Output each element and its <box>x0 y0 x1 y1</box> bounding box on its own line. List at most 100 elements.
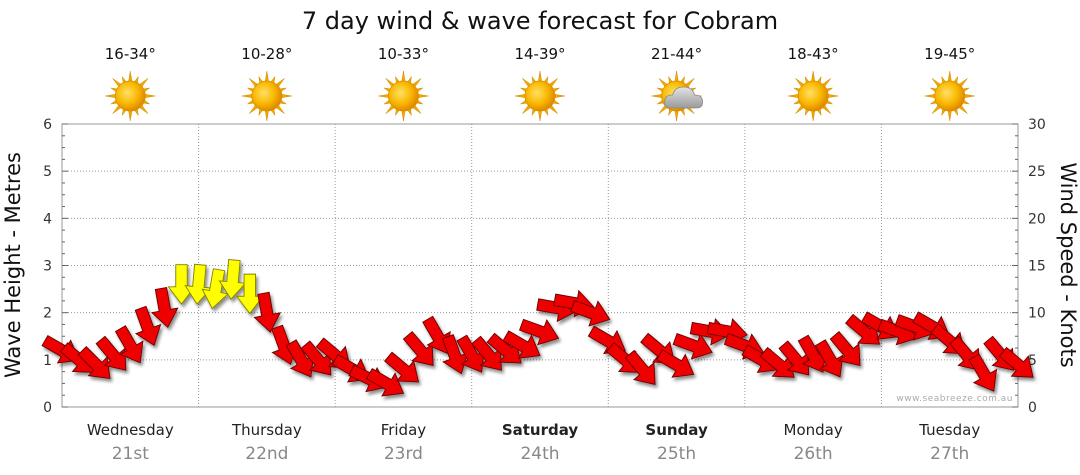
wind-arrow-strong <box>218 259 247 300</box>
left-axis-label: Wave Height - Metres <box>1 152 25 378</box>
day-date-label: 27th <box>930 444 969 464</box>
chart-title: 7 day wind & wave forecast for Cobram <box>302 7 778 35</box>
temperature-label: 14-39° <box>514 45 565 63</box>
day-name-label: Monday <box>784 421 843 439</box>
wind-arrow <box>624 349 656 385</box>
wind-arrow <box>502 330 541 359</box>
right-tick-label: 20 <box>1028 211 1046 227</box>
wind-arrow <box>95 335 127 371</box>
sun-disc <box>388 80 419 112</box>
sun-ray <box>105 93 117 99</box>
sun-disc <box>114 80 146 112</box>
sun-ray <box>826 93 839 99</box>
cloud-icon <box>664 86 703 109</box>
wind-arrow <box>518 318 560 346</box>
day-name-label: Tuesday <box>918 421 980 439</box>
wind-arrow <box>365 367 405 397</box>
left-tick-label: 2 <box>43 306 52 322</box>
right-tick-label: 25 <box>1028 164 1046 180</box>
wind-arrow <box>402 330 434 367</box>
sun-icon <box>105 70 156 122</box>
sun-ray <box>378 93 390 99</box>
sun-ray <box>241 93 254 99</box>
day-name-label: Friday <box>381 421 427 439</box>
sun-icon <box>788 70 839 122</box>
wind-arrow <box>285 339 315 378</box>
day-date-label: 25th <box>657 444 696 464</box>
wind-arrow <box>300 340 332 376</box>
sun-ray <box>417 93 429 99</box>
right-axis-ticks: 0 5 10 15 20 25 30 <box>1028 117 1046 416</box>
temperature-label: 19-45° <box>924 45 975 63</box>
left-tick-label: 6 <box>43 117 52 133</box>
temperature-label: 21-44° <box>651 45 702 63</box>
left-tick-label: 5 <box>43 164 52 180</box>
right-tick-label: 10 <box>1028 306 1046 322</box>
cloud-shape <box>664 86 703 109</box>
right-tick-label: 0 <box>1028 400 1037 416</box>
sun-icon <box>378 70 429 122</box>
wind-arrow <box>77 345 111 380</box>
sun-ray <box>537 70 543 83</box>
wind-arrow <box>456 334 485 373</box>
sun-ray <box>514 93 527 99</box>
sun-ray <box>553 93 566 99</box>
sun-ray <box>674 109 679 122</box>
left-tick-label: 4 <box>43 211 52 227</box>
sun-ray <box>143 93 156 99</box>
wind-arrow <box>134 305 162 346</box>
day-name-label: Sunday <box>645 421 708 439</box>
wind-arrow <box>570 299 611 327</box>
left-axis-ticks: 0 1 2 3 4 5 6 <box>43 117 52 416</box>
day-labels: Wednesday 21st Thursday 22nd Friday 23rd Satur… <box>87 421 980 464</box>
sun-ray <box>947 70 952 83</box>
sun-disc <box>934 80 966 112</box>
sun-ray <box>674 70 679 83</box>
temperature-label: 10-33° <box>378 45 429 63</box>
sun-ray <box>651 93 663 99</box>
temperature-label: 16-34° <box>105 45 156 63</box>
wind-arrow <box>829 330 861 367</box>
sun-disc <box>797 80 829 112</box>
left-tick-label: 1 <box>43 353 52 369</box>
day-name-label: Saturday <box>502 421 579 439</box>
sun-icon <box>924 70 975 122</box>
sun-ray <box>264 109 269 122</box>
day-date-label: 23rd <box>384 444 423 464</box>
wind-arrow <box>422 315 451 354</box>
right-axis-label: Wind Speed - Knots <box>1056 162 1080 367</box>
wind-arrow <box>672 332 713 360</box>
wind-arrow <box>471 335 502 371</box>
wind-arrow <box>114 325 144 364</box>
day-name-label: Thursday <box>231 421 302 439</box>
sun-ray <box>264 70 269 83</box>
partly-cloudy-icon <box>651 70 703 122</box>
sun-ray <box>788 93 800 99</box>
sun-ray <box>947 109 952 122</box>
sun-icon <box>241 70 292 122</box>
wind-arrow <box>253 291 282 333</box>
sun-ray <box>401 109 406 122</box>
credit-text[interactable]: www.seabreeze.com.au <box>896 394 1013 404</box>
day-date-label: 21st <box>112 444 149 464</box>
weather-row: 16-34° 10-28° 10-33° 14-39° 21-44° 18-43° 19-4… <box>105 45 975 122</box>
wind-arrow <box>759 346 795 378</box>
temperature-label: 10-28° <box>241 45 292 63</box>
sun-ray <box>811 70 816 83</box>
day-date-label: 26th <box>794 444 833 464</box>
wind-arrow-strong <box>235 273 264 315</box>
day-name-label: Wednesday <box>87 421 174 439</box>
sun-disc <box>524 80 556 112</box>
sun-icon <box>514 70 566 122</box>
wind-arrow <box>150 286 179 329</box>
wind-arrow <box>814 339 844 378</box>
wind-arrows <box>41 259 1034 397</box>
sun-ray <box>924 93 937 99</box>
wind-arrow-strong <box>201 268 230 310</box>
sun-ray <box>280 93 292 99</box>
right-tick-label: 30 <box>1028 117 1046 133</box>
wind-arrow <box>998 346 1034 378</box>
temperature-label: 18-43° <box>788 45 839 63</box>
left-tick-label: 3 <box>43 259 52 275</box>
right-tick-label: 5 <box>1028 353 1037 369</box>
